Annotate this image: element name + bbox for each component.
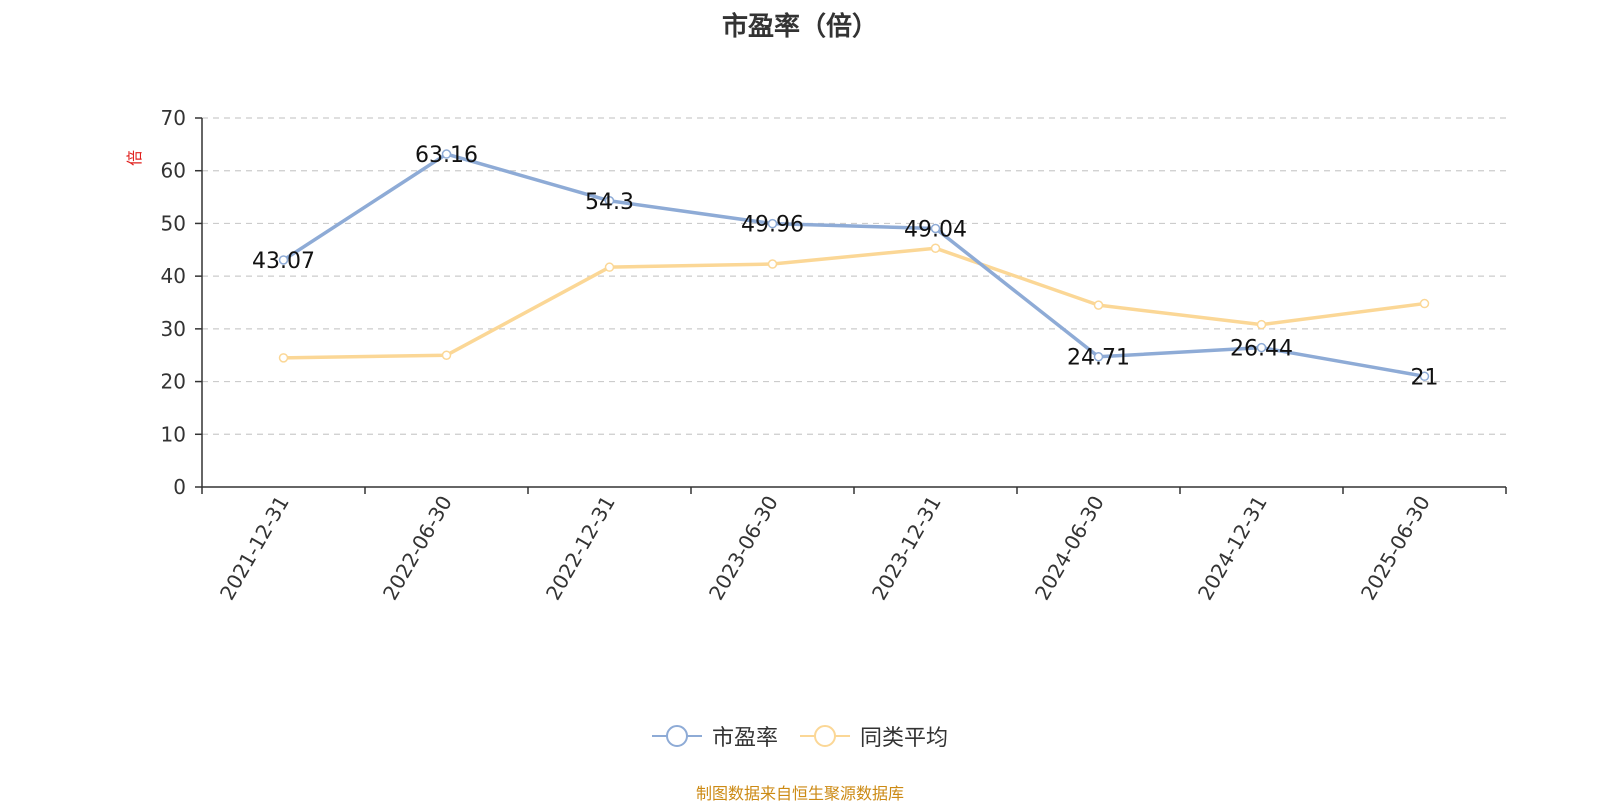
series-line-0 <box>282 152 1425 379</box>
legend-swatch <box>800 725 850 747</box>
y-tick-label: 30 <box>161 317 186 341</box>
grid-lines <box>202 117 1506 435</box>
data-label: 49.04 <box>904 217 967 242</box>
series-point-1 <box>278 353 289 363</box>
series-point-0 <box>1093 351 1104 362</box>
y-tick-label: 70 <box>161 106 186 130</box>
data-label: 54.3 <box>585 190 634 215</box>
series-point-1 <box>767 259 778 269</box>
series-point-0 <box>278 255 289 265</box>
data-label: 63.16 <box>415 143 478 168</box>
series-point-0 <box>767 218 778 229</box>
source-note: 制图数据来自恒生聚源数据库 <box>695 784 904 803</box>
legend-swatch <box>651 725 702 747</box>
legend-item-1[interactable]: 同类平均 <box>800 720 948 752</box>
series-point-1 <box>930 243 941 253</box>
series-line-1 <box>283 246 1425 360</box>
x-tick-label: 2023-06-30 <box>704 492 783 605</box>
legend: 市盈率 同类平均 <box>0 720 1600 752</box>
y-tick-label: 0 <box>173 475 186 499</box>
x-tick-label: 2022-06-30 <box>378 492 457 605</box>
data-label: 43.07 <box>252 249 315 274</box>
legend-item-0[interactable]: 市盈率 <box>651 720 778 752</box>
series-point-0 <box>1256 342 1267 353</box>
y-tick-label: 40 <box>161 264 186 288</box>
x-tick-label: 2023-12-31 <box>867 492 946 605</box>
data-label: 21 <box>1411 365 1439 390</box>
chart-title: 市盈率（倍） <box>721 12 878 42</box>
y-tick-label: 20 <box>161 370 186 394</box>
series-point-0 <box>1419 371 1430 382</box>
x-tick-label: 2024-06-30 <box>1030 492 1109 605</box>
y-tick-label: 10 <box>161 422 186 446</box>
legend-label: 市盈率 <box>711 726 778 751</box>
series-point-1 <box>604 262 615 272</box>
x-tick-label: 2025-06-30 <box>1356 492 1435 605</box>
legend-marker <box>665 725 688 747</box>
y-tick-label: 60 <box>161 159 186 183</box>
y-axis-label: 倍 <box>125 150 144 166</box>
series-point-0 <box>441 149 452 159</box>
x-tick-label: 2022-12-31 <box>541 492 620 605</box>
legend-marker <box>814 725 836 747</box>
x-tick-label: 2021-12-31 <box>215 492 294 605</box>
data-label: 24.71 <box>1067 346 1130 371</box>
data-label: 49.96 <box>741 213 804 238</box>
data-labels: 43.07 63.16 54.3 49.96 49.04 24.71 26.44 21 <box>252 143 1438 390</box>
series-point-0 <box>930 223 941 234</box>
data-label: 26.44 <box>1230 337 1293 362</box>
series-point-1 <box>1256 319 1267 330</box>
legend-label: 同类平均 <box>860 726 949 751</box>
series-point-1 <box>1419 298 1430 309</box>
x-tick-label: 2024-12-31 <box>1193 492 1272 605</box>
series-point-1 <box>441 350 452 360</box>
y-tick-label: 50 <box>161 211 186 235</box>
series-point-1 <box>1093 300 1104 310</box>
series-point-0 <box>604 196 615 206</box>
series-lines <box>278 149 1430 382</box>
